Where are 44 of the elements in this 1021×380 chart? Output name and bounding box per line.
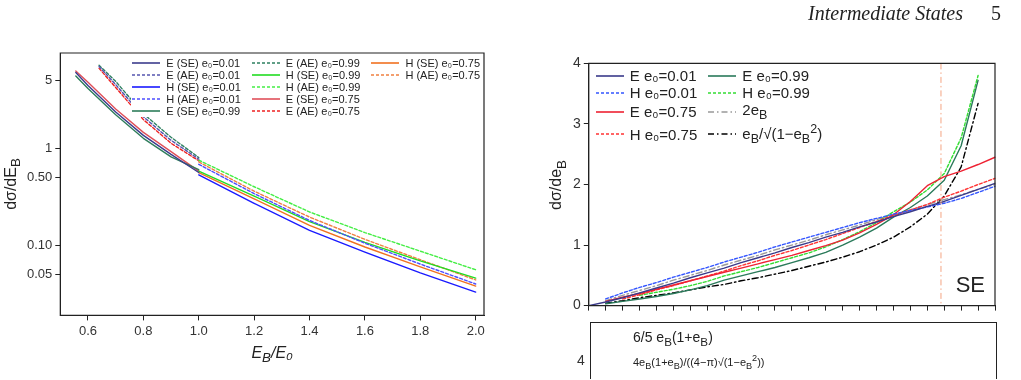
legend-label: 2e$_{B}$ bbox=[742, 101, 768, 123]
legend-label: H e₀=0.01 bbox=[629, 84, 698, 102]
legend-label: E (SE) e₀=0.99 bbox=[166, 105, 241, 117]
legend-label: E e₀=0.01 bbox=[629, 67, 697, 85]
text: 4e$_{B}$(1+e$_{B}$)/((4−π)√(1−e$_{B}$$^{2}$)) bbox=[633, 353, 765, 371]
x-tick-label: 0.8 bbox=[134, 322, 153, 338]
legend-label: H (AE) e₀=0.01 bbox=[166, 93, 241, 105]
x-tick-label: 1.8 bbox=[411, 322, 430, 338]
x-tick-label: 0.6 bbox=[78, 322, 98, 338]
legend-label: E (AE) e₀=0.01 bbox=[166, 69, 241, 81]
y-tick-label: 0.10 bbox=[26, 236, 53, 252]
text: 5 bbox=[991, 2, 1001, 25]
legend-label: E (AE) e₀=0.75 bbox=[285, 105, 360, 117]
legend-label: e$_{B}$/√(1−e$_{B}$$^{2}$) bbox=[742, 122, 823, 147]
legend-label: E (SE) e₀=0.01 bbox=[166, 57, 241, 69]
legend-label: E e₀=0.99 bbox=[742, 67, 810, 85]
y-tick-label: 5 bbox=[45, 71, 53, 87]
text: 6/5 e$_{B}$(1+e$_{B}$) bbox=[633, 329, 713, 348]
y-tick-label: 0.50 bbox=[26, 168, 53, 184]
y-tick-label: 1 bbox=[572, 235, 581, 252]
x-tick-label: 1.4 bbox=[300, 322, 319, 338]
y-tick-label: 3 bbox=[572, 114, 581, 131]
y-tick-label: 0 bbox=[572, 296, 581, 313]
x-tick-label: 1.0 bbox=[189, 322, 208, 338]
x-tick-label: 1.2 bbox=[245, 322, 264, 338]
text: Intermediate States bbox=[808, 2, 963, 25]
legend-label: E (AE) e₀=0.99 bbox=[285, 57, 360, 69]
legend-label: H e₀=0.75 bbox=[629, 125, 698, 143]
legend-label: H (SE) e₀=0.01 bbox=[166, 81, 241, 93]
legend-label: H (SE) e₀=0.99 bbox=[285, 69, 361, 81]
y-tick-label: 0.05 bbox=[26, 266, 53, 282]
legend-label: H (SE) e₀=0.75 bbox=[405, 57, 480, 69]
x-axis-title: E$_{B}$/E₀ bbox=[251, 344, 293, 366]
y-tick-label: 4 bbox=[572, 54, 581, 71]
annotation: SE bbox=[955, 271, 985, 298]
legend-label: E (SE) e₀=0.75 bbox=[285, 93, 360, 105]
x-tick-label: 2.0 bbox=[466, 322, 485, 338]
y-tick-label: 2 bbox=[572, 175, 581, 192]
legend-label: H e₀=0.99 bbox=[742, 84, 810, 102]
legend-label: E e₀=0.75 bbox=[629, 103, 697, 121]
y-tick-label: 1 bbox=[45, 139, 53, 155]
legend-label: H (AE) e₀=0.99 bbox=[285, 81, 361, 93]
x-tick-label: 1.6 bbox=[355, 322, 374, 338]
legend-label: H (AE) e₀=0.75 bbox=[405, 69, 480, 81]
